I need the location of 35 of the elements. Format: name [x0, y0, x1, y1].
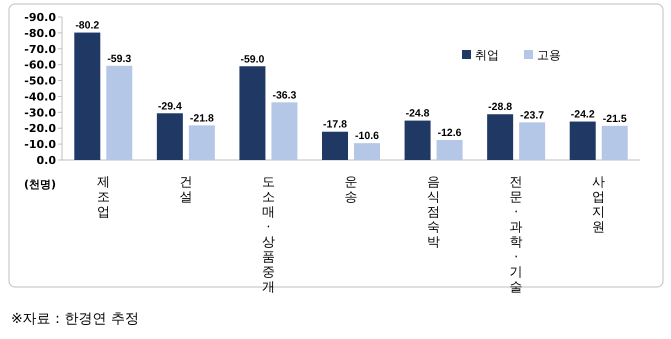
x-tick-label: 전문·과학·기술: [510, 175, 523, 295]
text: ※자료 : 한경연 추정: [11, 311, 139, 327]
data-label: -17.8: [323, 118, 348, 131]
y-tick-label: -60.0: [24, 58, 56, 72]
data-label: -36.3: [272, 89, 297, 102]
x-tick-label: 사업지원: [592, 175, 606, 235]
y-tick-label: -30.0: [24, 106, 56, 120]
legend-label: 고용: [537, 48, 561, 62]
x-tick-label: 도소매·상품중개: [262, 175, 275, 295]
x-tick-label: 제조업: [96, 175, 110, 220]
data-label: -21.5: [602, 112, 627, 125]
data-label: -24.8: [406, 108, 430, 120]
y-tick-label: -70.0: [24, 42, 56, 56]
y-tick-label: -20.0: [24, 122, 56, 136]
data-label: -10.6: [355, 130, 380, 142]
data-label: -59.0: [240, 53, 265, 66]
data-label: -59.3: [107, 52, 132, 65]
data-label: -29.4: [158, 100, 182, 112]
x-tick-label: 음식점숙박: [427, 175, 440, 250]
data-label: -23.7: [520, 109, 544, 122]
y-tick-label: -80.0: [24, 26, 56, 40]
y-axis-title: (천명): [24, 178, 56, 191]
legend-label: 취업: [475, 48, 499, 62]
y-tick-label: 0.0: [36, 154, 56, 167]
y-tick-label: -40.0: [24, 90, 56, 104]
x-tick-label: 운송: [344, 175, 358, 205]
y-tick-label: -90.0: [24, 11, 56, 24]
data-label: -80.2: [75, 20, 100, 32]
y-tick-label: -10.0: [24, 138, 56, 152]
data-label: -21.8: [190, 112, 214, 124]
y-tick-label: -50.0: [24, 74, 56, 88]
x-tick-label: 건설: [179, 175, 192, 205]
data-label: -28.8: [488, 101, 512, 114]
data-label: -12.6: [438, 126, 462, 139]
data-label: -24.2: [570, 108, 595, 121]
